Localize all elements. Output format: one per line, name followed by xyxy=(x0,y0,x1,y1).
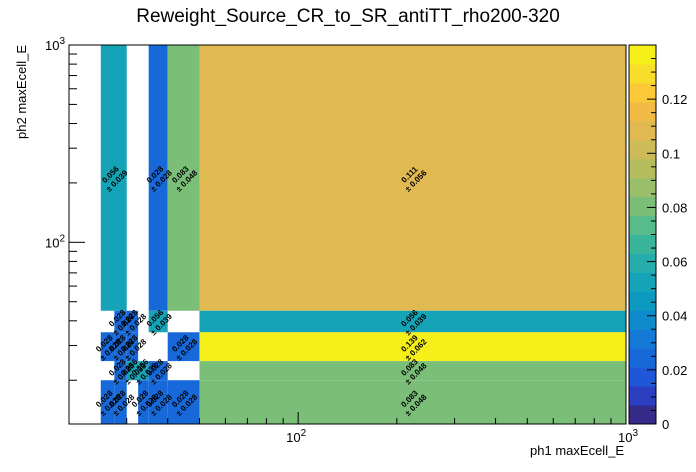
colorbar-tick-label: 0.06 xyxy=(662,255,687,270)
colorbar-segment xyxy=(629,196,656,217)
heatmap-cell xyxy=(138,380,149,424)
heatmap-cell xyxy=(199,380,626,424)
colorbar-tick-label: 0.04 xyxy=(662,309,687,324)
colorbar-tick-label: 0.02 xyxy=(662,363,687,378)
heatmap-cell xyxy=(114,310,127,333)
heatmap-cell xyxy=(100,45,127,311)
colorbar-segment xyxy=(629,215,656,235)
colorbar-segment xyxy=(629,120,656,141)
heatmap-cell xyxy=(148,380,168,424)
x-tick-label: 103 xyxy=(618,428,638,445)
colorbar-tick-label: 0.1 xyxy=(662,146,680,161)
heatmap-cell xyxy=(167,380,200,424)
chart-title: Reweight_Source_CR_to_SR_antiTT_rho200-3… xyxy=(136,6,560,27)
colorbar: 0 0.02 0.04 0.06 0.08 0.1 0.12 xyxy=(628,44,687,432)
heatmap-cell xyxy=(114,380,127,424)
heatmap-cell xyxy=(100,332,115,362)
heatmap-cell xyxy=(148,361,168,381)
colorbar-segment xyxy=(629,234,656,254)
heatmap-cell xyxy=(138,361,149,381)
heatmap-cell xyxy=(148,45,168,311)
x-axis-title: ph1 maxEcell_E xyxy=(530,443,624,458)
x-tick-label: 102 xyxy=(286,428,306,445)
heatmap-cell xyxy=(199,310,626,333)
y-axis-title: ph2 maxEcell_E xyxy=(14,45,29,139)
heatmap-cell xyxy=(199,332,626,362)
heatmap-cell xyxy=(126,361,139,381)
heatmap-cell xyxy=(199,361,626,381)
heatmap-cell xyxy=(100,380,115,424)
plot-frame xyxy=(68,44,627,425)
axes: 102 103 102 103 xyxy=(45,36,638,445)
colorbar-segment xyxy=(629,63,656,84)
colorbar-segment xyxy=(629,348,656,368)
y-tick-label: 103 xyxy=(45,36,65,53)
colorbar-segment xyxy=(629,158,656,179)
colorbar-segment xyxy=(629,405,656,425)
colorbar-segment xyxy=(629,272,656,292)
heatmap-cell xyxy=(126,332,139,362)
colorbar-segment xyxy=(629,253,656,273)
cell-label: 0.028± 0.028 xyxy=(107,308,137,338)
colorbar-segment xyxy=(629,101,656,122)
colorbar-segment xyxy=(629,45,656,65)
colorbar-tick-label: 0.08 xyxy=(662,200,687,215)
heatmap-cell xyxy=(148,310,168,333)
colorbar-tick-label: 0.12 xyxy=(662,92,687,107)
y-tick-label: 102 xyxy=(45,233,65,250)
colorbar-segment xyxy=(629,310,656,330)
colorbar-segment xyxy=(629,291,656,311)
colorbar-segment xyxy=(629,82,656,103)
colorbar-segment xyxy=(629,386,656,406)
colorbar-segment xyxy=(629,139,656,160)
colorbar-segment xyxy=(629,329,656,349)
heatmap-cells xyxy=(100,45,626,424)
heatmap-cell xyxy=(114,361,127,381)
heatmap-cell xyxy=(167,332,200,362)
heatmap-cell xyxy=(167,45,200,311)
heatmap-cell xyxy=(126,310,139,333)
heatmap-cell xyxy=(199,45,626,311)
colorbar-tick-label: 0 xyxy=(662,417,669,432)
heatmap-cell xyxy=(114,332,127,362)
colorbar-segment xyxy=(629,177,656,198)
colorbar-segment xyxy=(629,367,656,387)
